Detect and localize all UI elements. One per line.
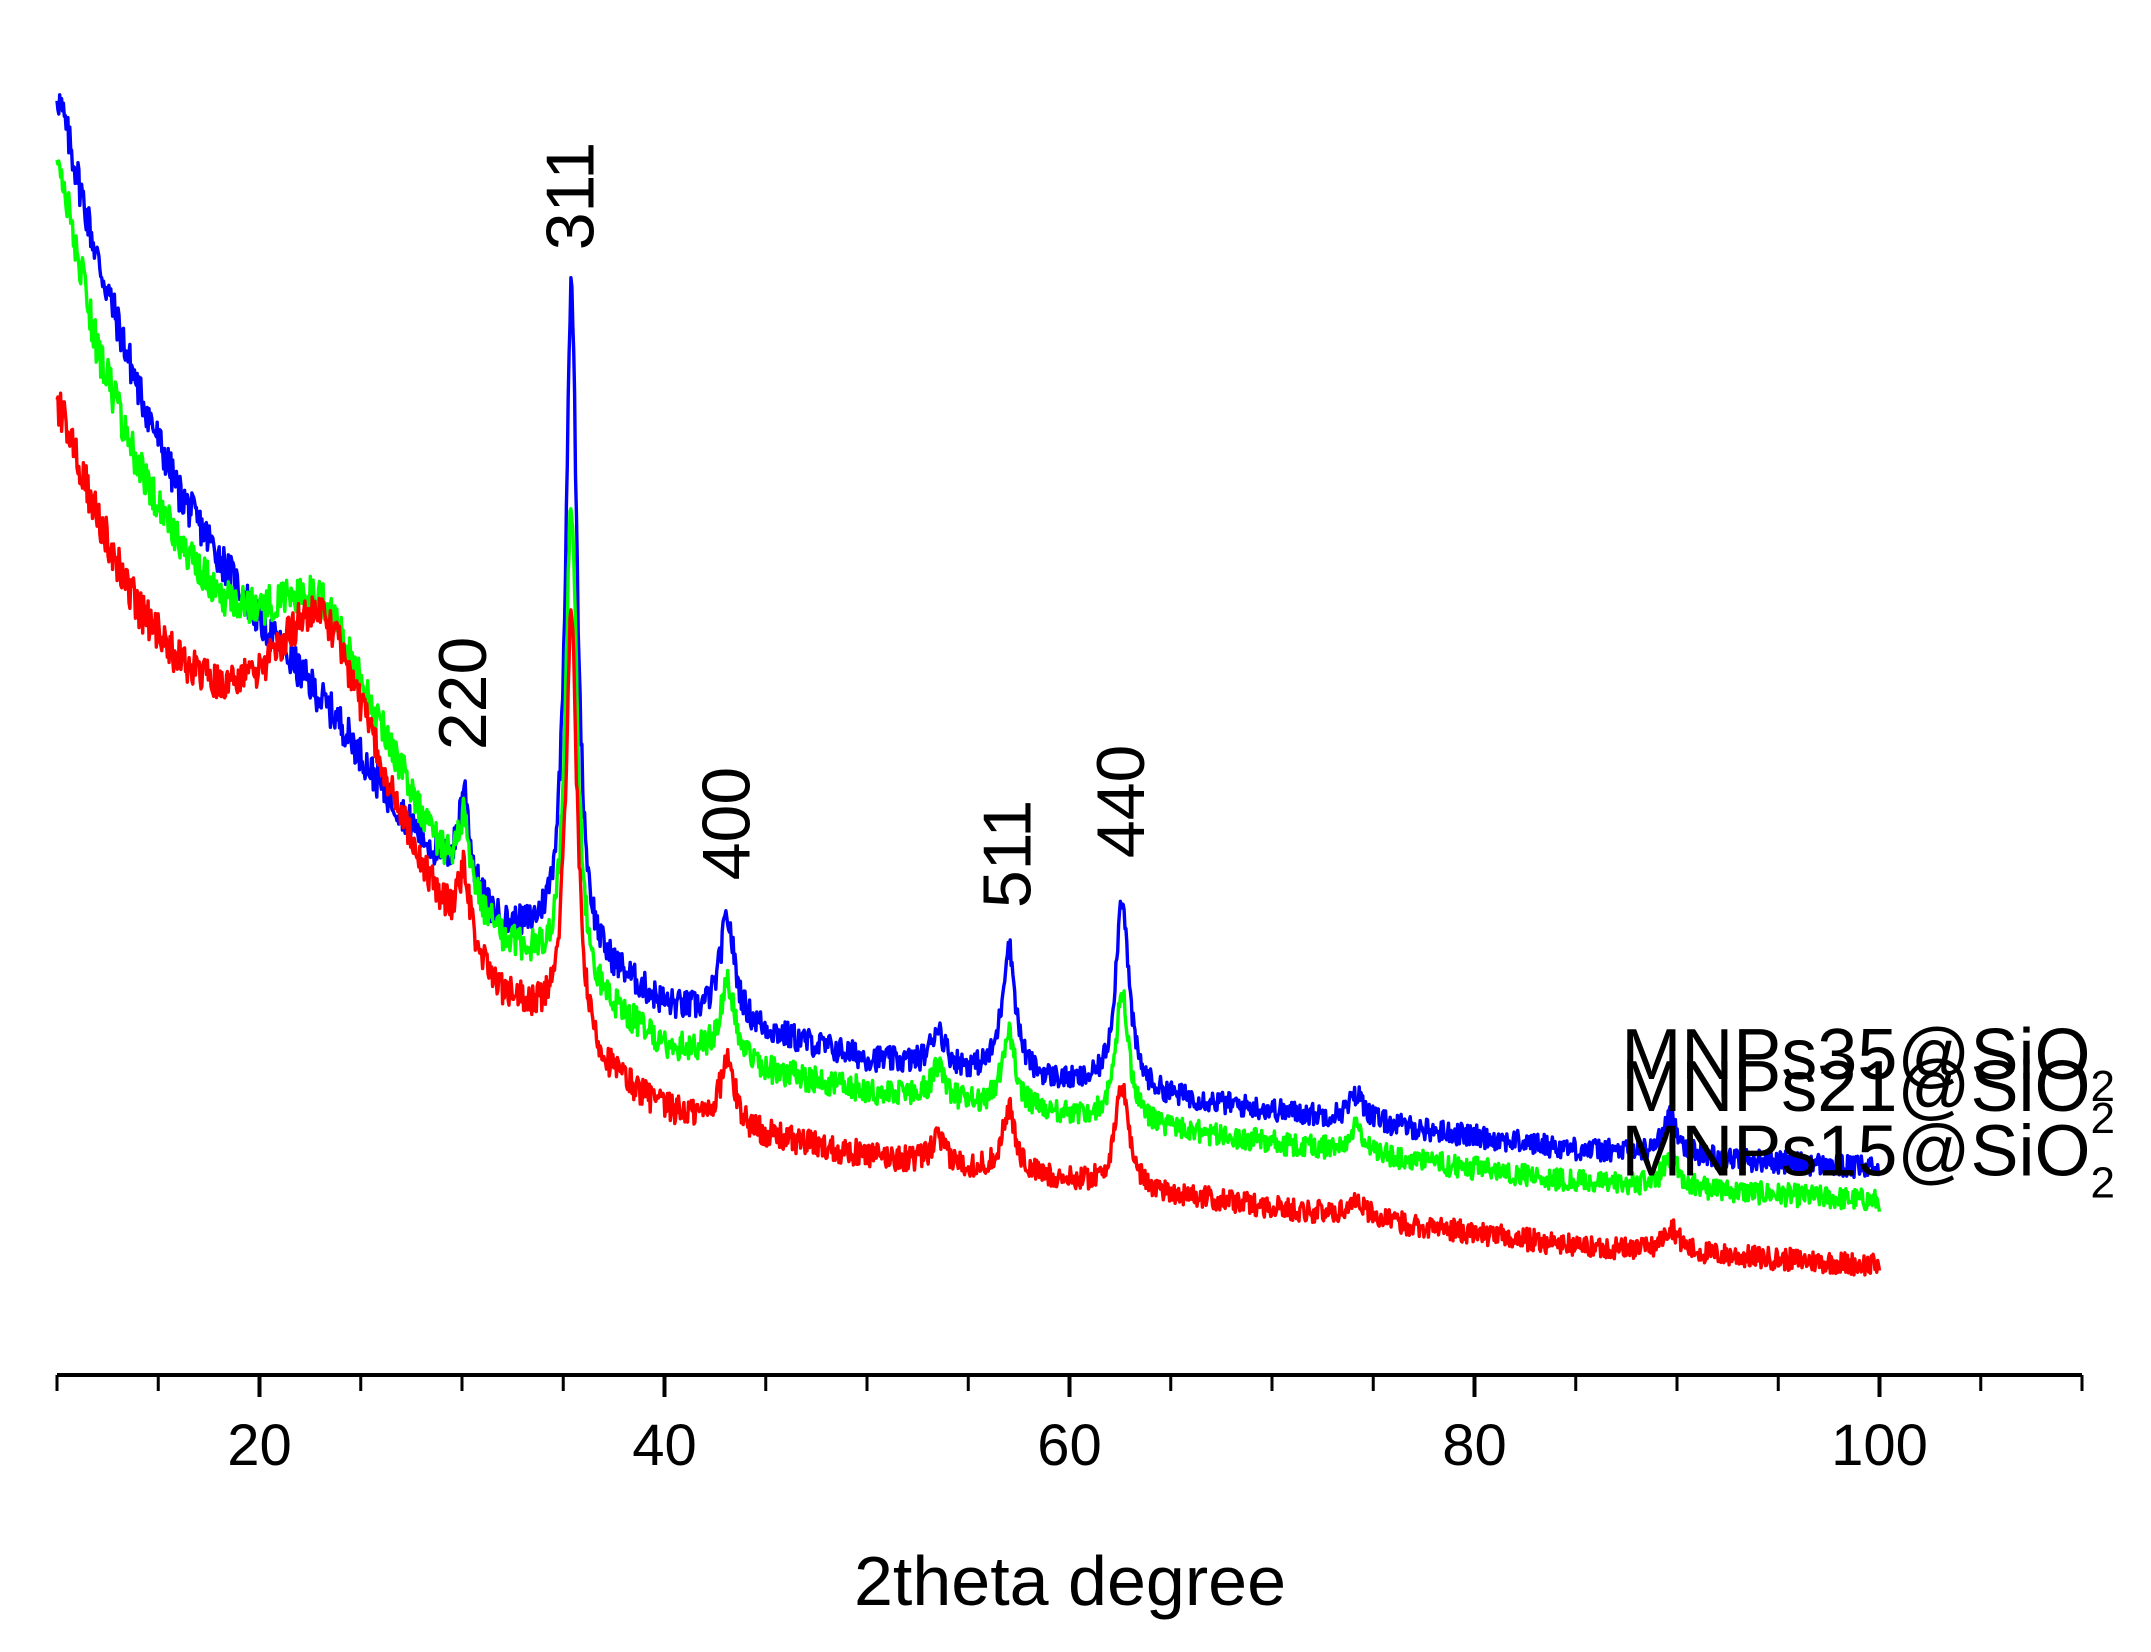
legend-label-3: MNPs15@SiO2 xyxy=(1621,1112,2115,1208)
legend-label-text: MNPs21@SiO xyxy=(1621,1047,2090,1127)
legend-label-2: MNPs21@SiO2 xyxy=(1621,1047,2115,1143)
x-axis-title: 2theta degree xyxy=(854,1542,1286,1620)
peak-label-311: 311 xyxy=(532,142,608,250)
series-line-1 xyxy=(55,93,1882,1180)
legend-label-text: MNPs15@SiO xyxy=(1621,1112,2090,1192)
legend-label-text: MNPs35@SiO xyxy=(1621,1015,2090,1095)
x-axis-ticks: 20 40 60 80 100 xyxy=(55,1375,2084,1478)
x-tick-label: 60 xyxy=(1037,1413,1102,1478)
legend-label-subscript: 2 xyxy=(2091,1094,2115,1143)
peak-label-220: 220 xyxy=(425,637,501,750)
x-tick-label: 100 xyxy=(1831,1413,1928,1478)
peak-label-400: 400 xyxy=(688,767,764,880)
x-tick-label: 40 xyxy=(632,1413,697,1478)
x-tick-label: 80 xyxy=(1442,1413,1507,1478)
x-tick-label: 20 xyxy=(227,1413,292,1478)
peak-label-440: 440 xyxy=(1083,745,1159,858)
legend-label-subscript: 2 xyxy=(2091,1159,2115,1208)
legend-label-subscript: 2 xyxy=(2091,1062,2115,1111)
series-layer xyxy=(55,93,1882,1277)
series-line-2 xyxy=(55,159,1882,1213)
peak-labels: 220 311 400 511 440 xyxy=(425,142,1159,908)
series-line-3 xyxy=(55,391,1882,1277)
legend-label-1: MNPs35@SiO2 xyxy=(1621,1015,2115,1111)
peak-label-511: 511 xyxy=(970,800,1046,908)
